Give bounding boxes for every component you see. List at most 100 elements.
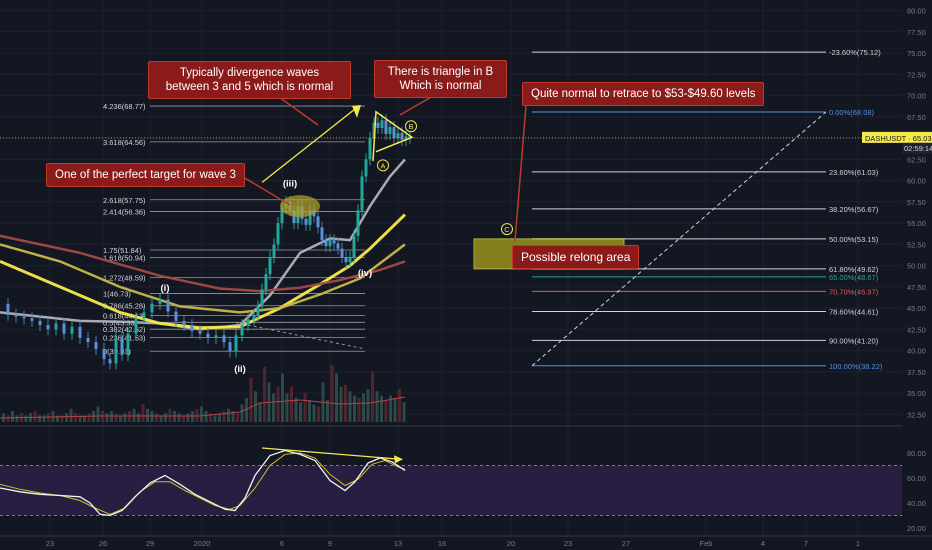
candle-body <box>380 120 384 128</box>
wave-circle-label: A <box>380 161 385 170</box>
fib-retrace-label: 100.00%(38.22) <box>829 362 883 371</box>
divergence-arrow-head <box>352 104 361 118</box>
candle-body <box>368 138 372 160</box>
price-tick: 60.00 <box>907 177 926 186</box>
volume-bar <box>308 400 311 422</box>
callout-target <box>237 173 291 206</box>
price-tick: 72.50 <box>907 70 926 79</box>
candle-body <box>174 311 178 321</box>
volume-bar <box>96 406 100 422</box>
volume-bar <box>155 413 158 422</box>
time-tick: 7 <box>804 539 808 548</box>
volume-bar <box>141 404 145 422</box>
price-tick: 77.50 <box>907 28 926 37</box>
price-series <box>0 114 902 370</box>
time-tick: 16 <box>438 539 446 548</box>
time-tick: 29 <box>146 539 154 548</box>
volume-bar <box>123 413 127 422</box>
candle-body <box>198 331 202 334</box>
wave-label: (iii) <box>283 179 297 190</box>
fib-retrace-label: 23.60%(61.03) <box>829 168 879 177</box>
time-tick: 1 <box>856 539 860 548</box>
time-tick: 27 <box>622 539 630 548</box>
volume-bar <box>344 384 347 422</box>
volume-bar <box>240 404 244 422</box>
volume-bar <box>119 415 122 422</box>
volume-bar <box>330 364 334 422</box>
axis-background <box>902 0 932 536</box>
symbol-badge <box>862 131 932 143</box>
fib-retrace-label: 38.20%(56.67) <box>829 205 879 214</box>
candle-body <box>252 314 256 320</box>
volume-bar <box>285 393 289 422</box>
volume-bar <box>348 391 352 422</box>
moving-average-line <box>0 234 406 293</box>
candle-body <box>332 240 336 244</box>
candle-body <box>276 223 280 245</box>
price-tick: 62.50 <box>907 155 926 164</box>
candle-body <box>304 218 308 225</box>
volume-bar <box>168 408 172 422</box>
volume-bar <box>335 373 338 422</box>
volume-bar <box>258 402 262 422</box>
volume-bar <box>56 415 59 422</box>
volume-bar <box>393 397 397 422</box>
candle-body <box>134 318 138 334</box>
annotation-retrace: Quite normal to retrace to $53-$49.60 le… <box>522 82 765 106</box>
volume-bar <box>101 411 104 422</box>
volume-bar <box>200 406 203 422</box>
price-tick: 40.00 <box>907 347 926 356</box>
fib-retrace-label: 65.00%(48.67) <box>829 273 879 282</box>
price-tick: 45.00 <box>907 304 926 313</box>
price-tick: 75.00 <box>907 49 926 58</box>
time-tick: 9 <box>328 539 332 548</box>
annotation-divergence: Typically divergence waves between 3 and… <box>148 61 351 99</box>
candle-body <box>396 133 400 139</box>
volume-bar <box>128 411 131 422</box>
volume-bar <box>303 393 307 422</box>
moving-average-line <box>0 243 406 314</box>
volume-bar <box>236 413 239 422</box>
time-tick: 4 <box>761 539 765 548</box>
price-tick: 50.00 <box>907 262 926 271</box>
volume-bar <box>24 415 28 422</box>
candle-body <box>340 248 344 258</box>
price-axis: 80.0077.5075.0072.5070.0067.5065.0062.50… <box>862 0 932 536</box>
volume-bar <box>110 411 113 422</box>
wave-circle-label: B <box>408 122 413 131</box>
timer-badge <box>902 142 932 154</box>
candle-body <box>78 326 82 338</box>
candle-body <box>336 243 340 249</box>
volume-bar <box>164 413 167 422</box>
annotation-relong: Possible relong area <box>512 245 640 269</box>
fib-level-label: 0.618(44.13) <box>103 312 146 321</box>
price-tick: 32.50 <box>907 410 926 419</box>
volume-bar <box>11 411 14 422</box>
volume-bar <box>191 411 194 422</box>
timer-badge-text: 02:59:14 <box>904 144 932 153</box>
candle-body <box>408 136 412 138</box>
volume-bar <box>182 415 185 422</box>
candle-body <box>356 210 360 236</box>
osc-tick: 20.00 <box>907 524 926 533</box>
volume-bar <box>47 413 50 422</box>
osc-main-line <box>0 449 406 517</box>
volume-bar <box>222 411 226 422</box>
fib-retrace-label: 90.00%(41.20) <box>829 336 879 345</box>
price-tick: 70.00 <box>907 92 926 101</box>
candle-body <box>364 159 368 177</box>
volume-bar <box>272 393 275 422</box>
volume-bar <box>371 371 374 422</box>
candle-body <box>114 337 118 364</box>
volume-bar <box>42 415 46 422</box>
candle-body <box>292 210 296 224</box>
fib-level-label: 0.382(42.52) <box>103 325 146 334</box>
moving-average-line <box>0 213 407 330</box>
divergence-arrow-line <box>261 106 359 183</box>
price-tick: 47.50 <box>907 283 926 292</box>
triangle-pattern <box>372 110 414 162</box>
candle-body <box>150 303 154 313</box>
time-tick: 6 <box>280 539 284 548</box>
candle-body <box>166 299 170 312</box>
volume-bar <box>87 413 91 422</box>
